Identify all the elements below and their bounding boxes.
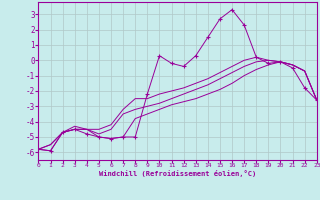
- X-axis label: Windchill (Refroidissement éolien,°C): Windchill (Refroidissement éolien,°C): [99, 170, 256, 177]
